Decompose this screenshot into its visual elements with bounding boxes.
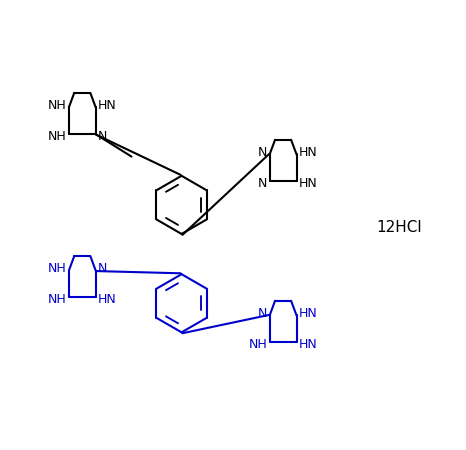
- Text: N: N: [98, 262, 107, 275]
- Text: HN: HN: [299, 338, 317, 351]
- Text: NH: NH: [48, 293, 67, 306]
- Text: HN: HN: [299, 146, 317, 158]
- Text: N: N: [258, 306, 267, 320]
- Text: N: N: [258, 146, 267, 158]
- Text: NH: NH: [48, 130, 67, 143]
- Text: NH: NH: [48, 99, 67, 112]
- Text: N: N: [98, 130, 107, 143]
- Text: HN: HN: [299, 177, 317, 190]
- Text: 12HCl: 12HCl: [376, 220, 422, 235]
- Text: NH: NH: [48, 262, 67, 275]
- Text: N: N: [258, 177, 267, 190]
- Text: HN: HN: [98, 99, 116, 112]
- Text: HN: HN: [98, 293, 116, 306]
- Text: NH: NH: [249, 338, 267, 351]
- Text: HN: HN: [299, 306, 317, 320]
